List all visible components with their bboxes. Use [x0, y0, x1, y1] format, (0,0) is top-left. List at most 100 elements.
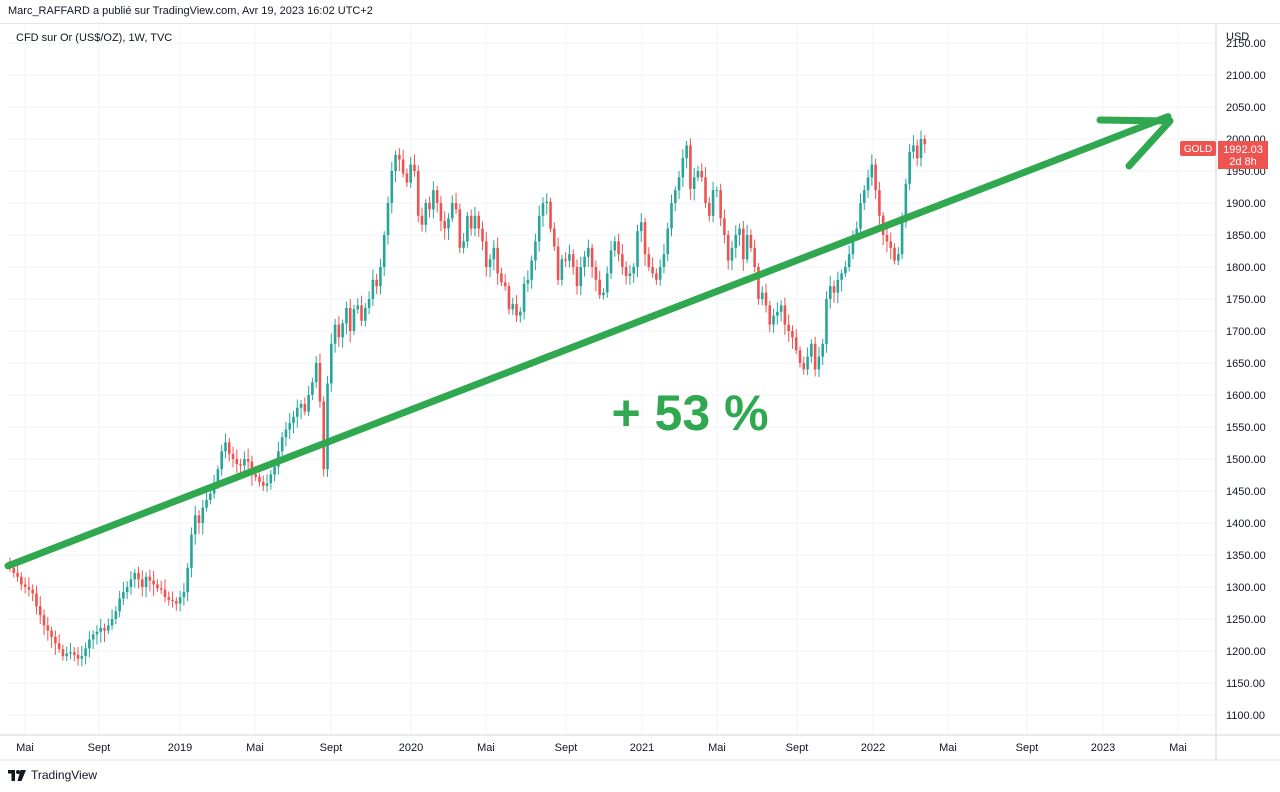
candle-body	[360, 305, 363, 321]
candle-body	[484, 241, 488, 267]
candle-body	[708, 203, 711, 216]
x-tick-label: Sept	[555, 742, 578, 754]
candle-body	[356, 305, 360, 310]
candle-body	[31, 589, 34, 594]
x-tick-label: Sept	[88, 742, 111, 754]
candle-body	[553, 228, 556, 247]
candle-body	[806, 356, 809, 370]
candle-body	[231, 453, 235, 459]
candle-body	[99, 627, 103, 632]
x-tick-label: Mai	[246, 742, 264, 754]
candle-body	[435, 190, 439, 203]
candle-body	[84, 648, 87, 657]
candle-body	[530, 260, 533, 280]
candle-body	[621, 254, 624, 267]
trend-arrow	[4, 113, 1174, 570]
candle-body	[919, 139, 923, 159]
candle-body	[390, 171, 394, 203]
candle-body	[341, 323, 344, 338]
candle-body	[382, 235, 386, 267]
candle-body	[817, 356, 821, 370]
candle-body	[333, 324, 337, 344]
candle-body	[379, 267, 382, 287]
candle-body	[583, 256, 586, 267]
candle-body	[284, 429, 288, 438]
candle-body	[428, 203, 431, 210]
candle-body	[700, 171, 704, 178]
candle-body	[715, 190, 719, 192]
candle-body	[205, 499, 208, 508]
candle-body	[658, 267, 662, 280]
y-tick-label: 1500.00	[1226, 454, 1266, 466]
candle-body	[836, 279, 840, 293]
candle-body	[605, 273, 609, 293]
candle-body	[628, 273, 632, 276]
candle-body	[141, 579, 144, 587]
candle-body	[908, 151, 911, 184]
candle-body	[288, 423, 292, 430]
last-price-symbol: GOLD	[1184, 144, 1212, 155]
candle-body	[405, 173, 409, 183]
candle-body	[295, 407, 299, 417]
candle-body	[318, 363, 322, 402]
candle-body	[409, 164, 412, 183]
y-tick-label: 1650.00	[1226, 358, 1266, 370]
candle-body	[651, 267, 654, 274]
candle-body	[193, 515, 197, 535]
candle-body	[432, 190, 435, 210]
candle-body	[303, 403, 307, 412]
candle-body	[753, 247, 756, 267]
candle-body	[481, 228, 484, 242]
candle-body	[885, 235, 889, 242]
candle-body	[847, 254, 851, 267]
candle-body	[711, 190, 715, 216]
candle-body	[768, 305, 772, 325]
candle-body	[367, 299, 371, 308]
candle-body	[443, 220, 446, 229]
candle-body	[292, 416, 295, 424]
candle-body	[696, 171, 700, 178]
y-tick-label: 1100.00	[1226, 710, 1265, 722]
candle-body	[413, 164, 416, 171]
candle-body	[549, 201, 552, 229]
candle-body	[488, 259, 492, 267]
candle-body	[88, 639, 91, 649]
candle-body	[655, 273, 658, 280]
x-tick-label: Mai	[1169, 742, 1187, 754]
candle-body	[61, 649, 65, 657]
candle-body	[27, 587, 31, 590]
axes: 1100.00 1150.00 1200.00 1250.00 1300.00 1350.…	[0, 25, 1280, 761]
trend-arrow-shaft	[4, 113, 1172, 570]
candle-body	[371, 279, 375, 299]
candle-body	[216, 469, 220, 484]
candle-body	[534, 241, 537, 261]
candle-body	[522, 283, 526, 312]
candle-body	[912, 145, 915, 152]
symbol-legend: CFD sur Or (US$/OZ), 1W, TVC	[16, 32, 173, 44]
candle-body	[624, 267, 628, 276]
candle-body	[670, 203, 673, 229]
tradingview-logo[interactable]: TradingView	[8, 767, 97, 783]
candle-body	[38, 606, 42, 616]
candle-body	[738, 228, 741, 235]
candle-body	[783, 305, 787, 325]
candle-body	[16, 572, 19, 577]
candle-body	[477, 215, 481, 229]
candle-body	[345, 307, 348, 324]
candle-body	[280, 437, 284, 452]
candle-body	[828, 286, 832, 299]
candle-body	[386, 203, 390, 235]
candle-body	[776, 311, 779, 316]
candle-body	[110, 619, 114, 626]
candle-body	[662, 254, 666, 267]
candle-body	[564, 259, 567, 261]
candle-body	[832, 286, 836, 293]
y-tick-label: 1200.00	[1226, 646, 1266, 658]
candle-body	[636, 231, 639, 267]
candle-body	[889, 241, 893, 248]
candle-body	[322, 401, 326, 470]
candle-body	[511, 304, 515, 310]
candle-body	[118, 598, 121, 612]
candle-body	[50, 630, 53, 637]
